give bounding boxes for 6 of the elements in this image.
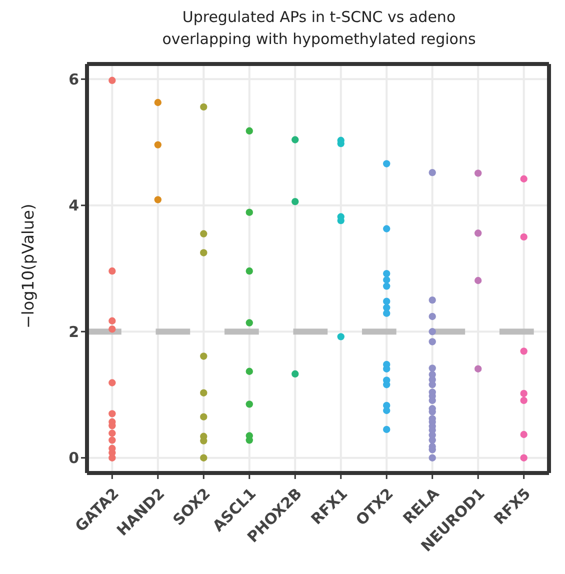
chart-title: Upregulated APs in t-SCNC vs adeno overlapping with hypomethylated regions <box>161 7 477 50</box>
y-tick-label: 0 <box>68 449 79 468</box>
y-tick-label: 6 <box>68 70 79 88</box>
y-axis-title: −log10(pValue) <box>18 204 38 328</box>
y-tick-label: 2 <box>68 322 79 341</box>
y-tick-label: 4 <box>68 196 79 215</box>
